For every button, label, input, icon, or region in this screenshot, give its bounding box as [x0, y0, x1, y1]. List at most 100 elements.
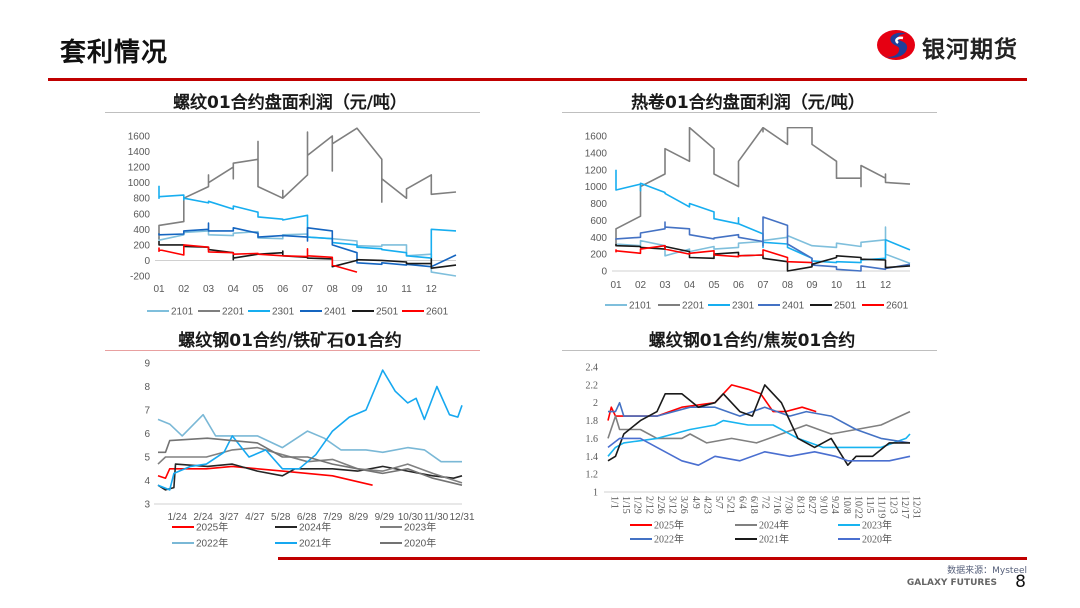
legend-label: 2301	[732, 301, 755, 312]
x-tick-label: 10/22	[852, 496, 863, 519]
page-number: 8	[1015, 572, 1026, 592]
x-tick-label: 07	[302, 284, 314, 295]
legend-label: 2023年	[404, 521, 436, 534]
y-tick-label: 200	[590, 250, 607, 261]
y-tick-label: 3	[144, 500, 150, 511]
x-tick-label: 3/12	[667, 496, 678, 514]
y-tick-label: 5	[144, 453, 150, 464]
y-tick-label: 600	[133, 209, 150, 220]
series-line-2201	[615, 127, 911, 246]
x-tick-label: 11/30	[424, 512, 449, 523]
x-tick-label: 8/13	[794, 496, 805, 514]
legend-label: 2024年	[299, 521, 331, 534]
x-tick-label: 05	[252, 284, 264, 295]
y-tick-label: 600	[590, 216, 607, 227]
x-tick-label: 9/10	[818, 496, 829, 514]
galaxy-futures-logo	[877, 30, 915, 60]
divider	[562, 112, 937, 113]
x-tick-label: 1/24	[167, 512, 187, 523]
x-tick-label: 12/31	[911, 496, 922, 519]
series-line-2021年	[157, 369, 463, 491]
series-line-2601	[158, 244, 358, 273]
x-tick-label: 02	[635, 280, 647, 291]
y-tick-label: 400	[590, 233, 607, 244]
legend-item: 2301	[708, 301, 755, 312]
chart-2: 0 200 400 600 800 1000 1200 1400 1600 01 02 03 04 05 0…	[585, 127, 911, 312]
x-tick-label: 12/31	[449, 512, 474, 523]
x-tick-label: 12/17	[899, 496, 910, 519]
legend-label: 2022年	[196, 537, 228, 550]
x-tick-label: 12/3	[887, 496, 898, 514]
legend-item: 2201	[658, 301, 705, 312]
x-tick-label: 12	[426, 284, 438, 295]
x-tick-label: 08	[327, 284, 339, 295]
series-line-2401	[158, 222, 457, 268]
y-tick-label: 1400	[585, 148, 608, 159]
x-tick-label: 10	[376, 284, 388, 295]
series-line-2601	[615, 244, 813, 264]
series-line-2020年	[158, 437, 463, 486]
series-line-2301	[158, 185, 457, 259]
legend-item: 2023年	[380, 521, 436, 534]
x-tick-label: 1/29	[632, 496, 643, 514]
legend-item: 2021年	[735, 533, 789, 546]
series-line-2020年	[607, 437, 911, 466]
x-tick-label: 4/9	[690, 496, 701, 509]
x-tick-label: 10	[831, 280, 843, 291]
x-tick-label: 5/21	[725, 496, 736, 514]
y-tick-label: 1	[593, 488, 598, 499]
legend-item: 2020年	[380, 537, 436, 550]
legend-label: 2101	[171, 307, 194, 318]
legend-item: 2020年	[838, 533, 892, 546]
chart-3: 3 4 5 6 7 8 9 1/24 2/24 3/27 4/27 5/28 6/28 7/29 8/29 9…	[144, 359, 475, 550]
data-source: 数据来源：Mysteel	[947, 566, 1027, 576]
legend-item: 2301	[248, 307, 295, 318]
y-tick-label: 4	[144, 476, 150, 487]
y-tick-label: 0	[601, 267, 607, 278]
y-tick-label: 0	[144, 256, 150, 267]
series-group	[607, 384, 911, 466]
x-tick-label: 8/29	[349, 512, 369, 523]
x-tick-label: 12	[880, 280, 892, 291]
x-tick-label: 11	[401, 284, 412, 295]
divider	[562, 350, 937, 351]
x-tick-label: 7/30	[783, 496, 794, 514]
series-line-2022年	[157, 413, 462, 463]
legend-label: 2020年	[404, 537, 436, 550]
x-tick-label: 03	[203, 284, 215, 295]
x-tick-label: 7/2	[760, 496, 771, 509]
legend-label: 2020年	[862, 533, 892, 546]
legend-label: 2022年	[654, 533, 684, 546]
x-tick-label: 6/4	[736, 496, 747, 509]
legend-item: 2501	[810, 301, 857, 312]
x-tick-label: 01	[610, 280, 622, 291]
x-tick-label: 10/30	[398, 512, 423, 523]
legend-item: 2101	[147, 307, 194, 318]
x-tick-label: 1/15	[620, 496, 631, 514]
legend-item: 2023年	[838, 519, 892, 532]
y-tick-label: 800	[590, 199, 607, 210]
x-tick-label: 01	[153, 284, 165, 295]
series-group	[615, 127, 911, 272]
y-tick-label: 200	[133, 240, 150, 251]
legend-label: 2601	[426, 307, 449, 318]
y-tick-label: 1400	[128, 147, 151, 158]
legend-label: 2201	[222, 307, 245, 318]
series-line-2025年	[157, 465, 373, 486]
series-line-2023年	[607, 419, 911, 457]
legend-item: 2024年	[735, 519, 789, 532]
series-line-2401	[615, 216, 911, 272]
y-tick-label: 1.8	[586, 416, 599, 427]
x-tick-label: 10/8	[841, 496, 852, 514]
x-tick-label: 03	[659, 280, 671, 291]
series-line-2301	[615, 169, 911, 264]
legend-item: 2024年	[275, 521, 331, 534]
legend-item: 2501	[352, 307, 399, 318]
legend-item: 2022年	[172, 537, 228, 550]
header-divider	[48, 78, 1027, 81]
legend-label: 2101	[629, 301, 652, 312]
x-tick-label: 6/28	[297, 512, 317, 523]
legend-label: 2024年	[759, 519, 789, 532]
legend-label: 2025年	[654, 519, 684, 532]
